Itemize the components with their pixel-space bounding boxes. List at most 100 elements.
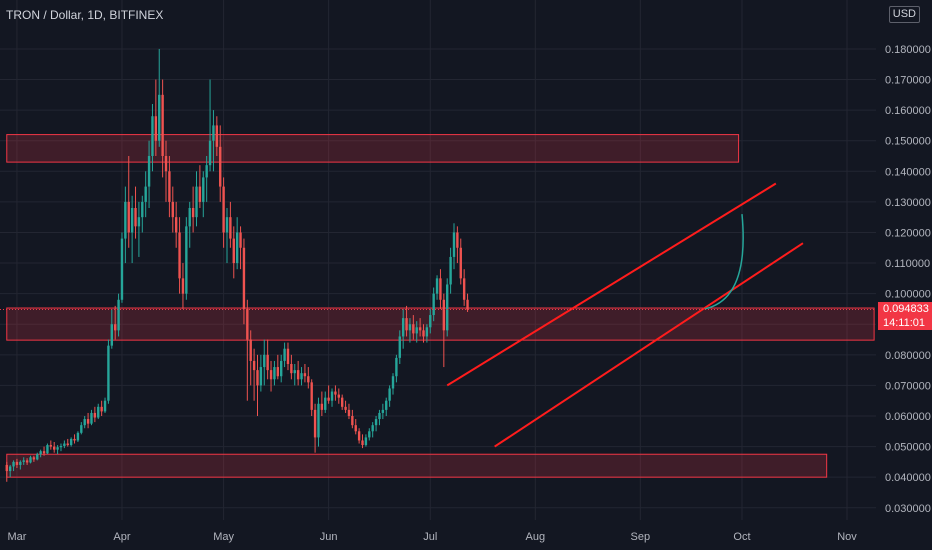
candle-body bbox=[120, 238, 124, 300]
candle-body bbox=[117, 299, 120, 331]
candle-body bbox=[144, 186, 147, 202]
candle-body bbox=[412, 324, 415, 334]
candle-body bbox=[330, 391, 334, 401]
y-tick-label: 0.170000 bbox=[885, 75, 931, 87]
candle-body bbox=[405, 318, 408, 331]
candle-body bbox=[168, 171, 171, 202]
candle-body bbox=[242, 247, 246, 309]
candle-body bbox=[198, 186, 202, 202]
candle-body bbox=[398, 336, 401, 358]
symbol-title[interactable]: TRON / Dollar, 1D, BITFINEX bbox=[6, 8, 164, 22]
candle-body bbox=[307, 376, 310, 383]
candle-body bbox=[56, 447, 59, 450]
candle-body bbox=[202, 177, 205, 202]
candle-body bbox=[90, 412, 93, 424]
candle-body bbox=[357, 431, 361, 441]
y-tick-label: 0.040000 bbox=[885, 472, 931, 484]
y-tick-label: 0.160000 bbox=[885, 105, 931, 117]
candle-body bbox=[161, 94, 164, 156]
candle-body bbox=[439, 278, 442, 300]
y-tick-label: 0.150000 bbox=[885, 136, 931, 148]
candle-body bbox=[8, 466, 12, 472]
candle-body bbox=[435, 278, 439, 294]
candle-body bbox=[378, 412, 381, 420]
currency-badge[interactable]: USD bbox=[888, 6, 920, 23]
candle-body bbox=[76, 432, 80, 441]
candle-body bbox=[280, 360, 283, 377]
candle-body bbox=[313, 409, 317, 438]
candle-body bbox=[171, 201, 174, 218]
x-tick-label: Sep bbox=[631, 531, 651, 543]
candle-body bbox=[188, 208, 191, 227]
candle-body bbox=[185, 226, 188, 294]
candle-body bbox=[151, 116, 154, 156]
y-tick-label: 0.070000 bbox=[885, 380, 931, 392]
candle-body bbox=[337, 394, 340, 398]
candle-body bbox=[466, 299, 469, 310]
candle-body bbox=[39, 451, 42, 455]
candle-body bbox=[222, 186, 225, 233]
bar-countdown-label: 14:11:01 bbox=[878, 316, 932, 331]
candle-body bbox=[147, 156, 151, 187]
candle-body bbox=[317, 403, 320, 438]
candle-body bbox=[158, 94, 161, 141]
x-tick-label: Nov bbox=[837, 531, 857, 543]
candle-body bbox=[446, 284, 449, 331]
candle-body bbox=[351, 416, 354, 426]
candle-body bbox=[452, 232, 456, 257]
candle-body bbox=[73, 438, 76, 441]
price-zone bbox=[6, 307, 875, 341]
y-tick-label: 0.140000 bbox=[885, 166, 931, 178]
y-tick-label: 0.130000 bbox=[885, 197, 931, 209]
candle-body bbox=[80, 425, 83, 433]
candle-body bbox=[381, 409, 385, 413]
candle-body bbox=[408, 324, 412, 331]
candle-body bbox=[134, 208, 137, 227]
y-tick-label: 0.120000 bbox=[885, 227, 931, 239]
candle-body bbox=[53, 446, 56, 450]
candle-body bbox=[303, 373, 307, 377]
candle-body bbox=[83, 419, 86, 426]
candle-body bbox=[401, 318, 405, 337]
candle-body bbox=[344, 406, 347, 410]
candle-body bbox=[418, 327, 422, 331]
candle-body bbox=[371, 425, 374, 432]
price-zone bbox=[6, 453, 828, 478]
candle-body bbox=[415, 327, 418, 334]
candle-body bbox=[462, 278, 466, 300]
candle-body bbox=[340, 397, 344, 407]
candle-body bbox=[276, 367, 280, 377]
candle-body bbox=[324, 397, 327, 410]
candle-body bbox=[432, 293, 435, 316]
candle-body bbox=[286, 348, 290, 364]
candle-body bbox=[19, 461, 22, 465]
candle-body bbox=[205, 165, 208, 178]
candle-body bbox=[124, 201, 127, 239]
candle-body bbox=[300, 373, 303, 380]
x-tick-label: Mar bbox=[7, 531, 26, 543]
candle-body bbox=[364, 437, 368, 446]
candle-body bbox=[354, 425, 357, 432]
x-tick-label: Apr bbox=[113, 531, 130, 543]
candle-body bbox=[29, 457, 32, 463]
candle-body bbox=[235, 232, 239, 264]
x-tick-label: Jun bbox=[320, 531, 338, 543]
candle-body bbox=[59, 445, 63, 448]
x-tick-label: Aug bbox=[526, 531, 546, 543]
candle-body bbox=[459, 247, 462, 279]
y-tick-label: 0.100000 bbox=[885, 289, 931, 301]
candle-body bbox=[429, 315, 432, 328]
candle-body bbox=[12, 461, 15, 467]
candle-body bbox=[69, 438, 73, 446]
drawings bbox=[446, 182, 804, 448]
candle-body bbox=[229, 217, 232, 239]
candle-body bbox=[66, 443, 69, 446]
candle-body bbox=[388, 388, 391, 401]
candle-body bbox=[137, 217, 141, 227]
candle-body bbox=[219, 146, 222, 187]
candle-body bbox=[42, 451, 46, 454]
candle-body bbox=[49, 445, 53, 447]
candle-body bbox=[246, 308, 249, 340]
candle-body bbox=[296, 370, 300, 380]
